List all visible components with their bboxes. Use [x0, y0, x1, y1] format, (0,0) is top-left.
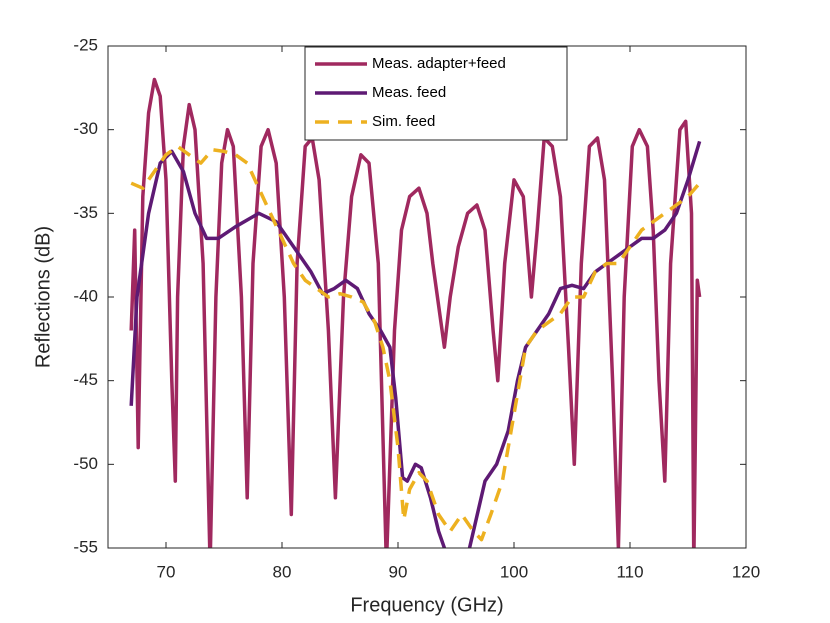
legend-label: Meas. adapter+feed [372, 55, 506, 72]
plot-frame [107, 45, 747, 549]
x-tick-label: 120 [732, 562, 760, 581]
legend-label: Meas. feed [372, 84, 446, 101]
y-tick-label: -50 [73, 454, 98, 473]
y-axis-title: Reflections (dB) [32, 226, 54, 368]
y-tick-label: -55 [73, 537, 98, 556]
series-line [129, 77, 702, 548]
x-tick-label: 80 [273, 562, 292, 581]
series-line [130, 144, 701, 542]
x-tick-label: 100 [500, 562, 528, 581]
x-tick-label: 110 [616, 562, 643, 581]
x-tick-label: 70 [157, 562, 176, 581]
legend-label: Sim. feed [372, 113, 435, 130]
y-tick-label: -45 [73, 370, 98, 389]
y-tick-label: -35 [73, 203, 98, 222]
y-tick-label: -40 [73, 286, 98, 305]
series-line [129, 140, 702, 548]
x-axis-title: Frequency (GHz) [350, 594, 503, 616]
legend: Meas. adapter+feed Meas. feed Sim. feed [304, 46, 568, 141]
y-tick-label: -25 [73, 35, 98, 54]
y-tick-label: -30 [73, 119, 98, 138]
x-tick-label: 90 [389, 562, 408, 581]
plot-lines [129, 77, 702, 548]
